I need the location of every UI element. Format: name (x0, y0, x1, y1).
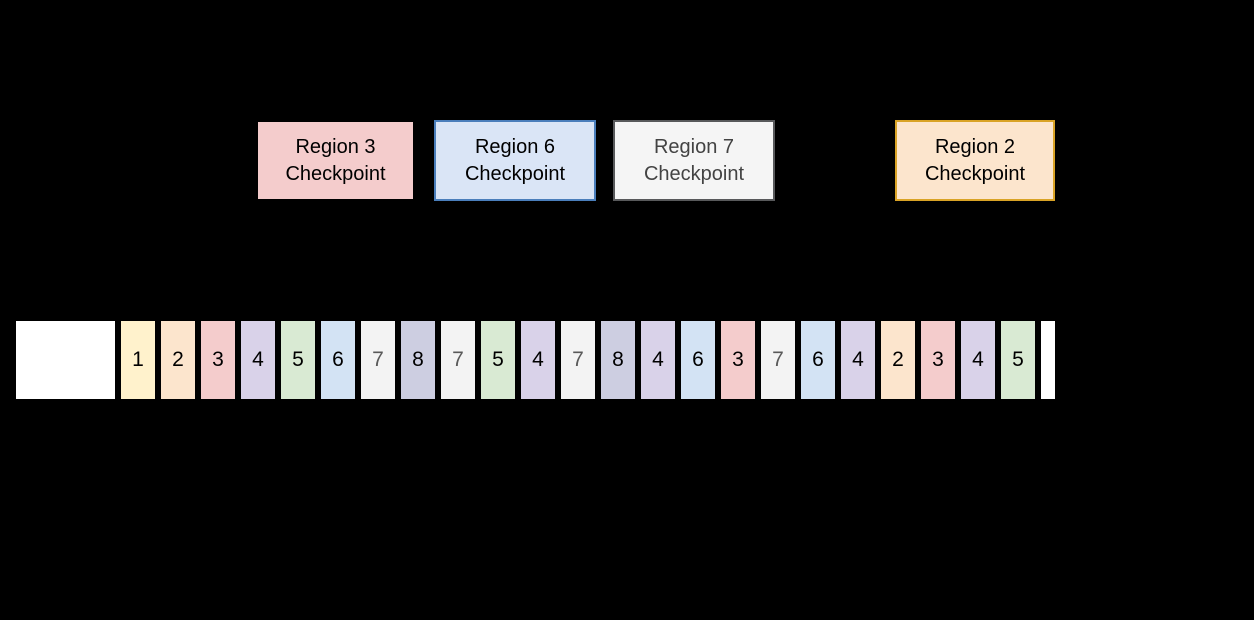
wal-record-region-4: 4 (961, 321, 995, 399)
wal-record-region-1: 1 (121, 321, 155, 399)
wal-record-region-5: 5 (281, 321, 315, 399)
checkpoint-label-line2: Checkpoint (643, 162, 745, 185)
checkpoint-label-line1: Region 2 (934, 135, 1016, 158)
wal-empty-leading-block (16, 321, 115, 399)
wal-record-region-3: 3 (921, 321, 955, 399)
wal-record-region-4: 4 (521, 321, 555, 399)
checkpoint-box-region-6: Region 6 Checkpoint (434, 120, 596, 201)
checkpoint-label-line2: Checkpoint (464, 162, 566, 185)
checkpoint-label-line2: Checkpoint (285, 162, 386, 185)
checkpoint-label-line1: Region 7 (653, 135, 735, 158)
checkpoint-label-line1: Region 3 (295, 135, 376, 158)
wal-record-region-6: 6 (321, 321, 355, 399)
wal-record-region-5: 5 (1001, 321, 1035, 399)
wal-record-region-2: 2 (881, 321, 915, 399)
wal-record-region-8: 8 (401, 321, 435, 399)
wal-record-region-3: 3 (721, 321, 755, 399)
wal-record-region-7: 7 (361, 321, 395, 399)
checkpoint-box-region-3: Region 3 Checkpoint (256, 120, 415, 201)
checkpoint-box-region-2: Region 2 Checkpoint (895, 120, 1055, 201)
wal-record-region-7: 7 (761, 321, 795, 399)
wal-record-region-4: 4 (641, 321, 675, 399)
wal-record-region-4: 4 (841, 321, 875, 399)
wal-record-region-3: 3 (201, 321, 235, 399)
wal-record-region-6: 6 (801, 321, 835, 399)
wal-record-region-7: 7 (561, 321, 595, 399)
checkpoint-label-line2: Checkpoint (924, 162, 1026, 185)
wal-record-region-5: 5 (481, 321, 515, 399)
checkpoint-box-region-7: Region 7 Checkpoint (613, 120, 775, 201)
wal-record-region-8: 8 (601, 321, 635, 399)
wal-empty-trailing-block (1041, 321, 1055, 399)
wal-record-region-4: 4 (241, 321, 275, 399)
wal-record-region-7: 7 (441, 321, 475, 399)
wal-record-region-6: 6 (681, 321, 715, 399)
wal-record-region-2: 2 (161, 321, 195, 399)
checkpoint-label-line1: Region 6 (474, 135, 556, 158)
